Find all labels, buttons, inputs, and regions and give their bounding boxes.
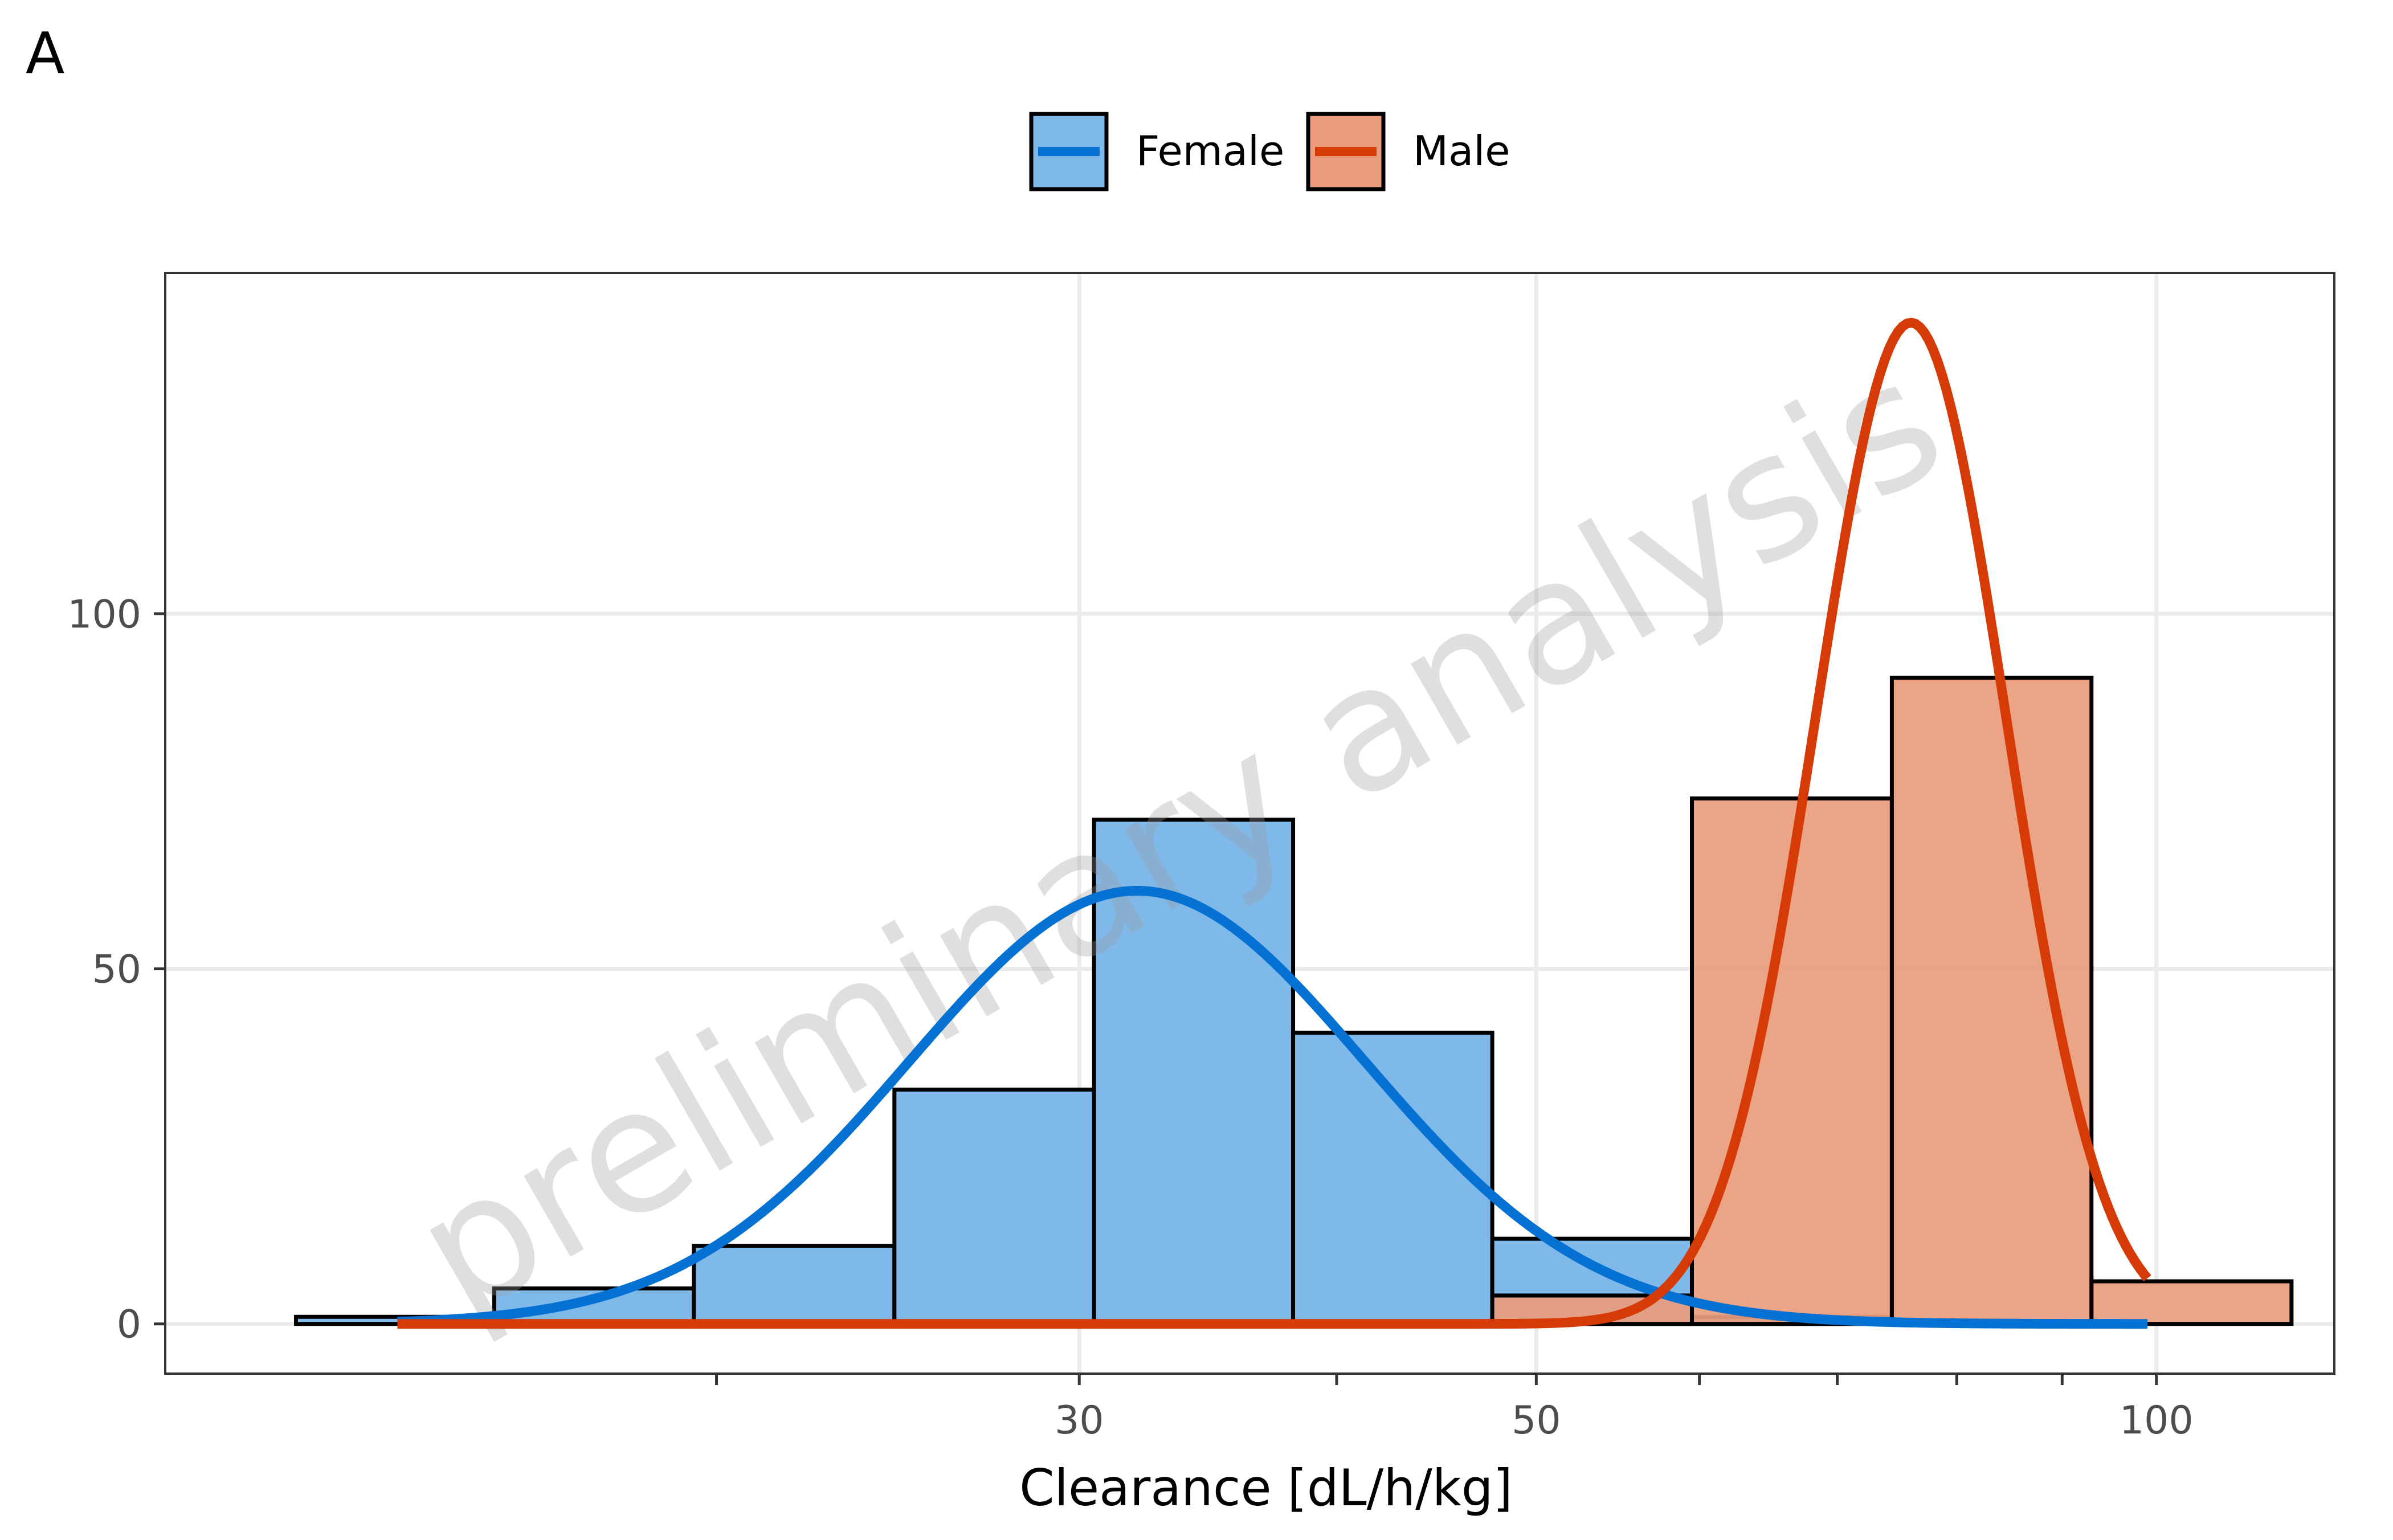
x-tick-label: 30: [1055, 1398, 1104, 1443]
plot-border: [164, 272, 2335, 1375]
x-tick-label: 50: [1512, 1398, 1561, 1443]
histogram-bar-female: [1291, 1031, 1494, 1326]
density-curve-female: [397, 885, 2148, 1329]
legend: Female Male: [1029, 112, 1510, 191]
legend-key-female: [1029, 112, 1109, 191]
y-tick-label: 0: [117, 1302, 141, 1347]
histogram-bar-male: [1889, 675, 2094, 1326]
legend-label-male: Male: [1413, 127, 1510, 175]
x-tick-label: 100: [2120, 1398, 2194, 1443]
x-axis-title: Clearance [dL/h/kg]: [1019, 1459, 1513, 1517]
density-curve-male: [397, 317, 2151, 1329]
y-tick-label: 50: [92, 947, 141, 992]
legend-label-female: Female: [1136, 127, 1284, 175]
y-tick-label: 100: [67, 592, 141, 637]
histogram-bar-female: [892, 1087, 1096, 1326]
plot-area: preliminary analysis: [164, 272, 2335, 1375]
density-curves: [397, 317, 2151, 1329]
axes: 0 50 100 30 50 100: [67, 592, 2193, 1443]
panel-label: A: [26, 20, 64, 87]
histogram-bar-female: [692, 1244, 897, 1326]
histogram-bar-male: [2089, 1279, 2294, 1326]
legend-key-male: [1306, 112, 1386, 191]
